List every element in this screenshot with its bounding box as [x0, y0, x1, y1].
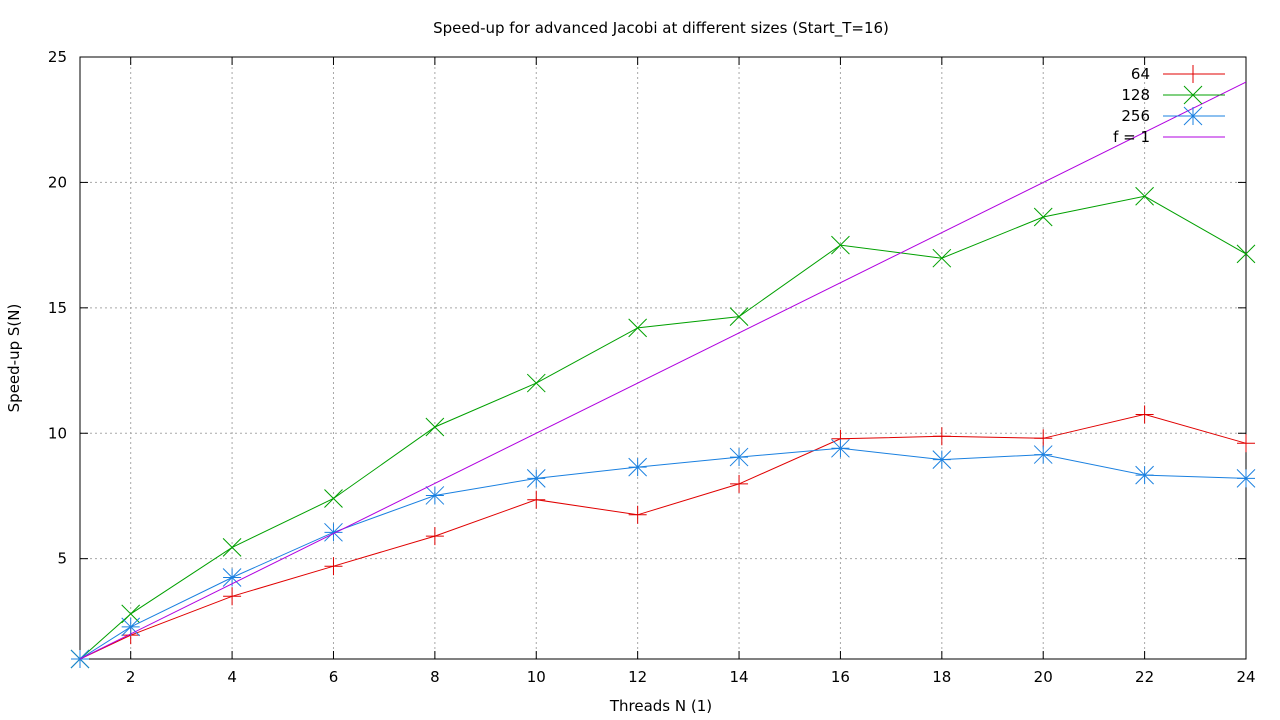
- series-128-point: [324, 489, 343, 508]
- series-256-point: [121, 617, 141, 637]
- series-64-point: [425, 527, 444, 546]
- series-256-point: [1236, 469, 1256, 488]
- x-tick-label: 16: [831, 668, 850, 686]
- series-256-point: [425, 486, 445, 505]
- series-64-point: [1034, 429, 1053, 448]
- series-256-point: [932, 450, 952, 469]
- series-64-point: [527, 490, 546, 509]
- series-256-point: [1135, 465, 1154, 485]
- series-128-point: [831, 235, 850, 255]
- y-tick-label: 20: [48, 173, 67, 191]
- series-128-point: [425, 417, 445, 437]
- series-256-point: [324, 522, 343, 542]
- x-tick-label: 10: [527, 668, 546, 686]
- plot-frame: [79, 56, 1247, 660]
- legend-label: 128: [1121, 86, 1150, 104]
- series-256-point: [628, 457, 648, 477]
- series-256-point: [1033, 445, 1053, 464]
- series-256-line: [79, 447, 1247, 660]
- series-64-point: [1237, 434, 1255, 453]
- x-tick-label: 4: [227, 668, 237, 686]
- series-256-point: [222, 568, 242, 587]
- legend-label: 256: [1121, 107, 1150, 125]
- series-f-1-line: [79, 81, 1247, 660]
- x-tick-label: 20: [1034, 668, 1053, 686]
- series-256-point: [729, 447, 749, 467]
- series-128-point: [526, 373, 546, 393]
- series-256-point: [526, 469, 546, 488]
- legend-label: 64: [1131, 65, 1150, 83]
- x-tick-label: 6: [329, 668, 339, 686]
- y-axis-label: Speed-up S(N): [5, 304, 23, 413]
- x-axis-label: Threads N (1): [609, 697, 712, 715]
- series-64-point: [324, 557, 343, 576]
- x-tick-label: 22: [1135, 668, 1154, 686]
- chart-title: Speed-up for advanced Jacobi at differen…: [433, 19, 889, 38]
- series-128-point: [1033, 207, 1053, 227]
- legend-marker: [1183, 85, 1203, 105]
- legend-marker: [1183, 106, 1203, 126]
- series-128-point: [1236, 244, 1256, 264]
- series-128-point: [121, 604, 141, 624]
- x-tick-label: 8: [430, 668, 440, 686]
- series-128-point: [628, 318, 648, 338]
- series-128-point: [932, 248, 952, 268]
- x-tick-label: 12: [628, 668, 647, 686]
- series-128-point: [729, 307, 749, 326]
- series-128-point: [222, 538, 242, 557]
- series-64-point: [932, 427, 951, 446]
- grid: [80, 57, 1246, 659]
- y-tick-label: 10: [48, 424, 67, 442]
- series-layer: [70, 81, 1256, 669]
- legend-label: f = 1: [1113, 128, 1150, 146]
- legend: 64 128 256 f = 1: [1113, 65, 1225, 146]
- x-tick-label: 24: [1236, 668, 1255, 686]
- legend-marker: [1184, 65, 1202, 83]
- series-128-point: [1135, 186, 1154, 206]
- series-64-point: [730, 474, 749, 493]
- y-tick-label: 15: [48, 299, 67, 317]
- series-256-point: [831, 438, 850, 458]
- y-tick-label: 5: [57, 550, 67, 568]
- series-64-point: [628, 505, 647, 524]
- x-tick-label: 18: [932, 668, 951, 686]
- x-tick-label: 2: [126, 668, 136, 686]
- x-tick-label: 14: [729, 668, 748, 686]
- y-tick-label: 25: [48, 48, 67, 66]
- series-64-point: [223, 587, 242, 606]
- series-64-point: [1135, 405, 1154, 424]
